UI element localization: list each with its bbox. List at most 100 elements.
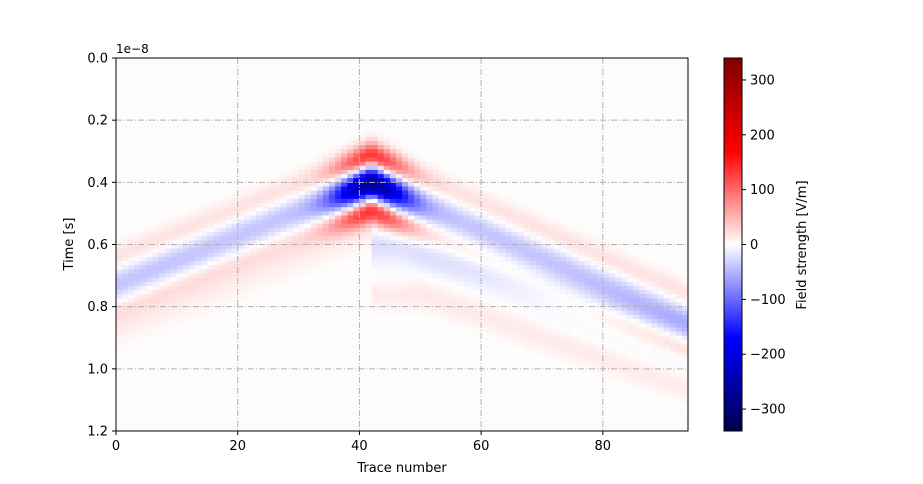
heatmap-cell: [517, 256, 525, 262]
heatmap-cell: [450, 174, 458, 179]
heatmap-cell: [280, 277, 287, 283]
heatmap-cell: [541, 265, 549, 270]
heatmap-cell: [140, 339, 147, 345]
heatmap-cell: [420, 215, 427, 221]
heatmap-cell: [231, 244, 239, 250]
heatmap-cell: [262, 219, 269, 225]
heatmap-cell: [566, 240, 573, 245]
heatmap-cell: [116, 248, 123, 254]
heatmap-cell: [420, 265, 427, 270]
heatmap-cell: [511, 248, 519, 254]
heatmap-cell: [225, 277, 233, 283]
heatmap-cell: [584, 352, 592, 357]
heatmap-cell: [122, 236, 129, 241]
heatmap-cell: [621, 290, 628, 295]
heatmap-cell: [529, 273, 537, 279]
heatmap-cell: [146, 252, 153, 258]
heatmap-cell: [523, 215, 531, 221]
heatmap-cell: [450, 169, 458, 175]
heatmap-cell: [389, 290, 397, 295]
heatmap-cell: [274, 203, 281, 208]
heatmap-cell: [237, 265, 245, 270]
heatmap-cell: [395, 153, 403, 158]
heatmap-cell: [578, 348, 585, 353]
heatmap-cell: [529, 306, 537, 312]
heatmap-cell: [274, 186, 281, 192]
heatmap-cell: [207, 207, 214, 212]
heatmap-cell: [602, 335, 610, 341]
heatmap-cell: [420, 252, 427, 258]
heatmap-cell: [529, 348, 537, 353]
heatmap-cell: [462, 273, 470, 279]
heatmap-cell: [402, 244, 409, 250]
heatmap-cell: [213, 294, 220, 299]
heatmap-cell: [395, 219, 403, 225]
heatmap-cell: [523, 298, 531, 303]
heatmap-cell: [621, 314, 628, 320]
heatmap-cell: [219, 244, 226, 250]
heatmap-cell: [621, 323, 628, 328]
heatmap-cell: [377, 261, 385, 266]
heatmap-cell: [310, 165, 318, 171]
heatmap-cell: [152, 236, 159, 241]
heatmap-cell: [462, 285, 470, 291]
heatmap-cell: [468, 178, 476, 183]
heatmap-cell: [353, 140, 360, 146]
heatmap-cell: [213, 281, 220, 287]
heatmap-cell: [681, 377, 688, 382]
heatmap-cell: [675, 352, 683, 357]
heatmap-cell: [231, 207, 239, 212]
heatmap-cell: [505, 331, 512, 337]
heatmap-cell: [590, 285, 598, 291]
heatmap-cell: [243, 223, 251, 229]
heatmap-cell: [164, 294, 172, 299]
heatmap-cell: [462, 323, 470, 328]
heatmap-cell: [523, 323, 531, 328]
heatmap-cell: [116, 331, 123, 337]
heatmap-cell: [438, 256, 445, 262]
heatmap-cell: [408, 236, 415, 241]
heatmap-cell: [669, 389, 677, 395]
heatmap-cell: [134, 327, 141, 332]
heatmap-cell: [249, 219, 257, 225]
heatmap-cell: [657, 261, 665, 266]
heatmap-cell: [438, 273, 445, 279]
heatmap-cell: [614, 285, 622, 291]
heatmap-cell: [213, 223, 220, 229]
heatmap-cell: [371, 240, 379, 245]
heatmap-cell: [426, 240, 433, 245]
heatmap-cell: [377, 149, 385, 154]
heatmap-cell: [255, 240, 263, 245]
heatmap-cell: [371, 306, 379, 312]
heatmap-cell: [280, 273, 287, 279]
heatmap-cell: [675, 277, 683, 283]
heatmap-cell: [481, 281, 488, 287]
heatmap-cell: [444, 194, 452, 200]
heatmap-cell: [468, 281, 476, 287]
heatmap-cell: [681, 393, 688, 399]
heatmap-cell: [663, 294, 671, 299]
heatmap-cell: [408, 207, 415, 212]
heatmap-cell: [639, 360, 646, 366]
heatmap-cell: [517, 285, 525, 291]
heatmap-cell: [560, 256, 567, 262]
heatmap-cell: [462, 327, 470, 332]
heatmap-cell: [347, 198, 354, 204]
heatmap-cell: [554, 248, 561, 254]
heatmap-cell: [499, 331, 506, 337]
heatmap-cell: [548, 352, 555, 357]
heatmap-cell: [152, 261, 159, 266]
heatmap-cell: [456, 261, 464, 266]
heatmap-cell: [182, 252, 190, 258]
heatmap-cell: [578, 319, 585, 324]
heatmap-cell: [146, 327, 153, 332]
heatmap-cell: [280, 182, 287, 187]
heatmap-cell: [572, 319, 579, 324]
heatmap-cell: [316, 157, 324, 163]
heatmap-cell: [627, 372, 634, 378]
heatmap-cell: [389, 149, 397, 154]
heatmap-cell: [304, 240, 312, 245]
heatmap-cell: [292, 223, 299, 229]
heatmap-cell: [450, 236, 458, 241]
heatmap-cell: [328, 203, 336, 208]
